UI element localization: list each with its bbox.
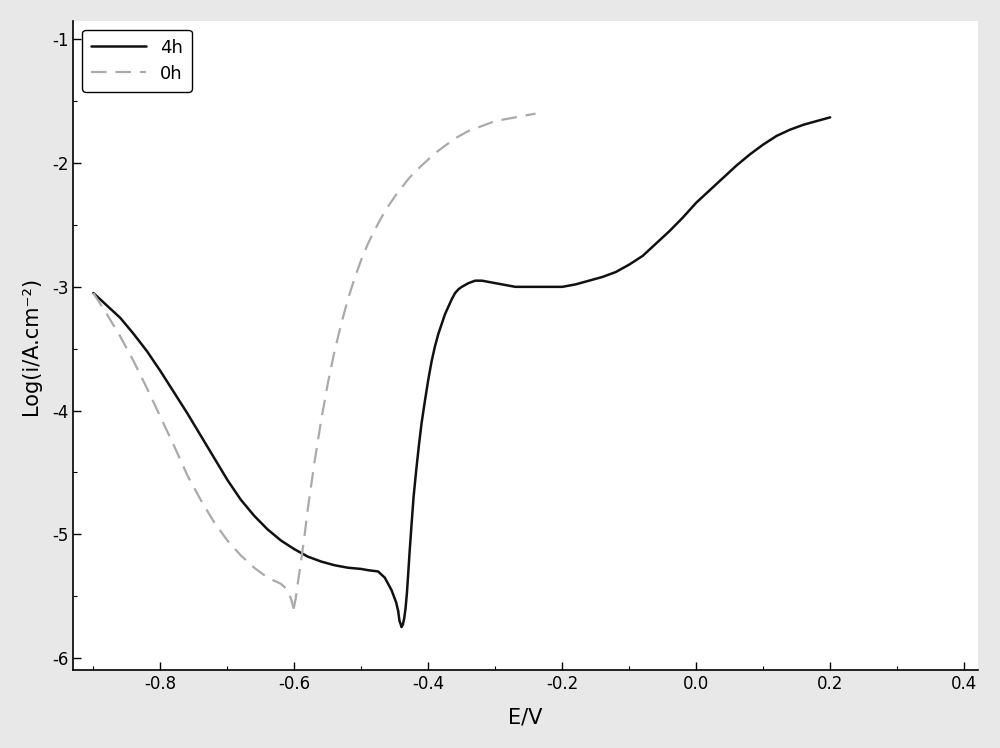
4h [208, 453, 220, 462]
0h [114, 332, 126, 341]
4h [329, 561, 341, 570]
0h [285, 594, 297, 603]
4h [87, 289, 99, 298]
4h [355, 565, 367, 574]
0h [101, 310, 113, 319]
0h [181, 470, 193, 479]
Line: 0h: 0h [93, 293, 294, 609]
4h [221, 476, 233, 485]
4h [114, 313, 126, 322]
4h [390, 598, 402, 607]
X-axis label: E/V: E/V [508, 707, 543, 727]
4h [128, 329, 140, 338]
4h [315, 557, 327, 566]
4h [385, 586, 397, 595]
4h [302, 552, 314, 561]
0h [262, 573, 274, 582]
0h [235, 551, 247, 560]
0h [275, 579, 287, 588]
4h [141, 347, 153, 356]
0h [87, 289, 99, 298]
4h [275, 536, 287, 545]
0h [168, 441, 180, 450]
Line: 4h: 4h [93, 293, 398, 611]
4h [392, 607, 404, 616]
0h [141, 384, 153, 393]
0h [283, 589, 295, 598]
0h [280, 584, 292, 593]
4h [248, 512, 260, 521]
4h [181, 408, 193, 417]
4h [195, 431, 207, 440]
Legend: 4h, 0h: 4h, 0h [82, 30, 192, 92]
0h [154, 412, 166, 421]
4h [168, 387, 180, 396]
4h [379, 573, 391, 582]
4h [342, 563, 354, 572]
4h [372, 567, 384, 576]
0h [221, 536, 233, 545]
0h [195, 495, 207, 504]
0h [248, 563, 260, 572]
0h [286, 599, 298, 608]
Y-axis label: Log(i/A.cm⁻²): Log(i/A.cm⁻²) [21, 277, 41, 414]
4h [101, 301, 113, 310]
4h [154, 367, 166, 375]
4h [362, 565, 374, 574]
4h [235, 495, 247, 504]
0h [128, 357, 140, 366]
4h [262, 525, 274, 534]
4h [288, 545, 300, 554]
0h [288, 604, 300, 613]
0h [208, 518, 220, 527]
